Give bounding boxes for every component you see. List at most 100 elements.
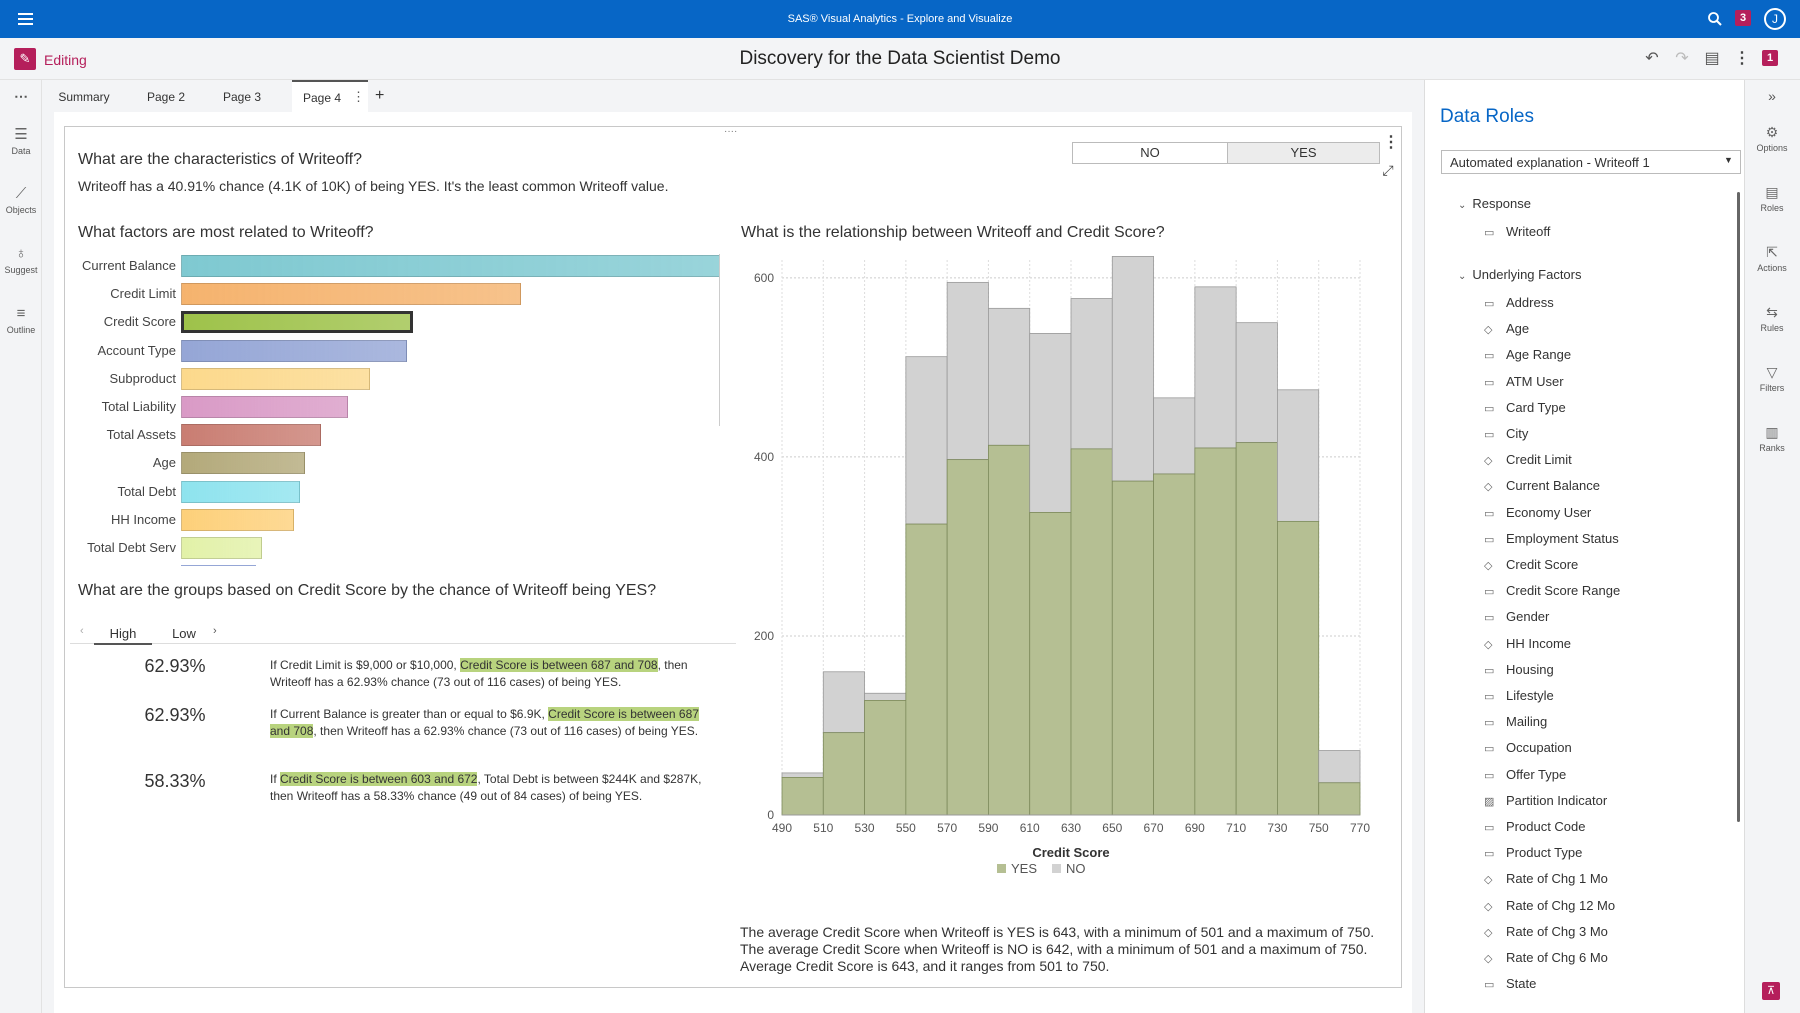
app-header — [0, 0, 1800, 38]
role-item[interactable]: ▨ Partition Indicator — [1484, 793, 1607, 808]
role-item[interactable]: ▭ Employment Status — [1484, 531, 1619, 546]
rail-more-icon[interactable]: ⋯ — [14, 88, 28, 104]
pin-icon[interactable]: ⊼ — [1762, 982, 1780, 1000]
roles-scrollbar[interactable] — [1737, 192, 1740, 822]
role-item-label: Credit Score — [1506, 557, 1579, 572]
group-pct: 62.93% — [144, 656, 206, 676]
underlying-factors-section[interactable]: ⌄ Underlying Factors — [1458, 267, 1582, 282]
undo-icon[interactable]: ↶ — [1645, 50, 1659, 67]
category-icon: ▭ — [1484, 533, 1495, 546]
chart-footnote: The average Credit Score when Writeoff i… — [740, 924, 1375, 974]
role-item[interactable]: ▭ Product Code — [1484, 819, 1586, 834]
drag-handle-icon[interactable]: ···· — [724, 126, 738, 137]
factor-bar[interactable] — [181, 424, 321, 447]
edit-mode-label[interactable]: Editing — [44, 52, 87, 68]
group-tab-high[interactable]: High — [94, 626, 152, 645]
bar-yes — [1318, 782, 1361, 816]
role-item[interactable]: ▭ State — [1484, 976, 1536, 991]
object-menu-icon[interactable]: ⋮ — [1383, 134, 1399, 151]
bar-no — [1153, 397, 1196, 475]
rail-item-suggest[interactable]: ♁ Suggest — [0, 245, 42, 275]
role-item[interactable]: ▭ Address — [1484, 295, 1554, 310]
role-item[interactable]: ▭ Credit Score Range — [1484, 583, 1620, 598]
add-tab-icon[interactable]: + — [375, 87, 385, 104]
rail-item-objects[interactable]: ⟋ Objects — [0, 185, 42, 215]
role-item[interactable]: ▭ Age Range — [1484, 347, 1571, 362]
more-options-icon[interactable]: ⋮ — [1734, 50, 1750, 67]
characteristics-summary: Writeoff has a 40.91% chance (4.1K of 10… — [78, 178, 669, 194]
role-item[interactable]: ▭ Occupation — [1484, 740, 1572, 755]
role-item-label: Mailing — [1506, 714, 1548, 730]
maximize-icon[interactable]: ⤢ — [1382, 162, 1394, 178]
tab-menu-icon[interactable]: ⋮ — [352, 89, 365, 104]
tab-page-4[interactable]: Page 4 — [292, 80, 368, 112]
rail-item-options[interactable]: ⚙ Options — [1744, 124, 1800, 153]
rail-item-ranks[interactable]: ▥ Ranks — [1744, 424, 1800, 453]
group-tab-low[interactable]: Low — [172, 626, 196, 641]
role-item-label: Credit Score Range — [1506, 583, 1621, 599]
factor-bar[interactable] — [181, 255, 720, 277]
avatar[interactable]: J — [1764, 8, 1786, 30]
role-item[interactable]: ◇ Rate of Chg 1 Mo — [1484, 871, 1608, 886]
factor-bar[interactable] — [181, 339, 407, 362]
category-icon: ▭ — [1484, 664, 1495, 677]
chevron-right-icon[interactable]: › — [213, 625, 217, 637]
role-item[interactable]: ◇ Rate of Chg 3 Mo — [1484, 924, 1608, 939]
role-item[interactable]: ◇ Age — [1484, 321, 1529, 336]
rail-item-data[interactable]: ☰ Data — [0, 125, 42, 156]
factor-bar[interactable] — [181, 480, 300, 503]
role-item[interactable]: ▭ City — [1484, 426, 1528, 441]
factor-bar[interactable] — [181, 537, 262, 559]
factor-bar[interactable] — [181, 508, 294, 531]
rail-item-filters[interactable]: ▽ Filters — [1744, 364, 1800, 393]
role-item[interactable]: ◇ Rate of Chg 12 Mo — [1484, 898, 1615, 913]
measure-icon: ◇ — [1484, 874, 1493, 887]
object-select[interactable]: Automated explanation - Writeoff 1 — [1441, 150, 1741, 174]
redo-icon[interactable]: ↷ — [1675, 50, 1689, 67]
role-item[interactable]: ▭ Offer Type — [1484, 767, 1566, 782]
search-icon[interactable] — [1707, 11, 1723, 27]
response-section[interactable]: ⌄ Response — [1458, 196, 1531, 211]
role-item[interactable]: ◇ HH Income — [1484, 636, 1571, 651]
rail-item-rules[interactable]: ⇆ Rules — [1744, 304, 1800, 333]
role-item[interactable]: ▭ Mailing — [1484, 714, 1547, 729]
tab-page-2[interactable]: Page 2 — [146, 90, 186, 104]
role-item[interactable]: ▭ Economy User — [1484, 505, 1591, 520]
role-item[interactable]: ◇ Rate of Chg 6 Mo — [1484, 950, 1608, 965]
role-item[interactable]: ▭ Lifestyle — [1484, 688, 1554, 703]
factor-bar[interactable] — [181, 452, 305, 475]
role-item[interactable]: ▭ ATM User — [1484, 374, 1564, 389]
role-item[interactable]: ▭ Card Type — [1484, 400, 1566, 415]
save-icon[interactable]: ▤ — [1704, 50, 1720, 67]
role-item[interactable]: ◇ Credit Score — [1484, 557, 1578, 572]
toolbar-badge[interactable]: 1 — [1762, 50, 1778, 66]
factor-scrollbar[interactable] — [719, 254, 720, 426]
role-item[interactable]: ▭ Gender — [1484, 609, 1549, 624]
chevron-left-icon[interactable]: ‹ — [80, 625, 84, 637]
rail-item-roles[interactable]: ▤ Roles — [1744, 184, 1800, 213]
factor-bar[interactable] — [181, 311, 413, 334]
chevron-down-icon[interactable]: ▼ — [1724, 155, 1733, 165]
role-item[interactable]: ◇ Credit Limit — [1484, 452, 1572, 467]
measure-icon: ◇ — [1484, 481, 1493, 494]
collapse-panel-icon[interactable]: » — [1768, 88, 1776, 104]
response-item[interactable]: ▭ Writeoff — [1484, 224, 1551, 239]
role-item-label: Card Type — [1506, 399, 1566, 415]
toggle-no[interactable]: NO — [1073, 143, 1228, 163]
factor-bar[interactable] — [181, 283, 521, 306]
edit-mode-button[interactable]: ✎ — [14, 48, 36, 70]
role-item[interactable]: ▭ Product Type — [1484, 845, 1582, 860]
toggle-yes[interactable]: YES — [1228, 143, 1379, 163]
notification-badge[interactable]: 3 — [1735, 10, 1751, 26]
tab-summary[interactable]: Summary — [58, 90, 110, 104]
chevron-down-icon: ⌄ — [1458, 271, 1467, 282]
tab-page-3[interactable]: Page 3 — [222, 90, 262, 104]
factor-bar[interactable] — [181, 396, 348, 418]
rail-item-outline[interactable]: ≡ Outline — [0, 305, 42, 335]
role-item[interactable]: ▭ Housing — [1484, 662, 1554, 677]
menu-icon[interactable] — [18, 13, 33, 25]
role-item[interactable]: ◇ Current Balance — [1484, 478, 1600, 493]
rail-item-actions[interactable]: ⇱ Actions — [1744, 244, 1800, 273]
category-icon: ▭ — [1484, 586, 1495, 599]
factor-bar[interactable] — [181, 367, 370, 390]
